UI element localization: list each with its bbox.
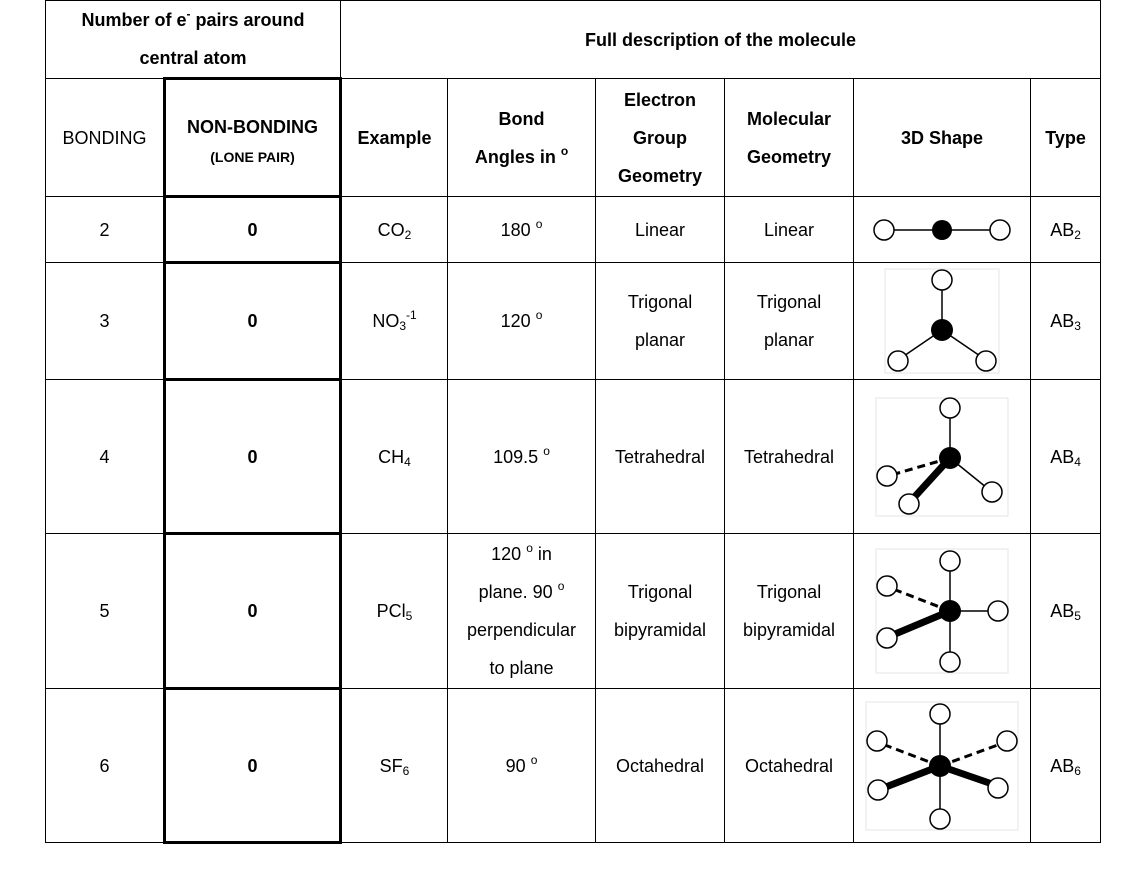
- table-row: 2 0 CO2 180 o Linear Linear AB2: [45, 195, 1102, 264]
- header-example: Example: [340, 78, 449, 197]
- bond-angle: 109.5 o: [447, 379, 597, 534]
- example-formula: CH4: [340, 379, 449, 534]
- bonding-count: 3: [45, 262, 165, 380]
- type-label: AB2: [1030, 196, 1102, 263]
- table-row: 5 0 PCl5 120 o in plane. 90 o perpendicu…: [45, 532, 1102, 690]
- nonbonding-count: 0: [162, 687, 343, 844]
- example-formula: PCl5: [340, 533, 449, 689]
- header-3d-shape: 3D Shape: [853, 78, 1032, 197]
- octahedral-molecule-diagram: [865, 701, 1019, 830]
- tetrahedral-molecule-diagram: [875, 396, 1009, 516]
- type-label: AB4: [1030, 379, 1102, 534]
- nonbonding-count: 0: [162, 261, 343, 381]
- table-row: 3 0 NO3-1 120 o Trigonal planar Trigonal…: [45, 261, 1102, 381]
- shape-octahedral: [853, 688, 1032, 843]
- table-row: 6 0 SF6 90 o Octahedral Octahedral: [45, 687, 1102, 844]
- header-bonding: BONDING: [45, 78, 165, 197]
- nonbonding-count: 0: [162, 195, 343, 264]
- electron-group-geometry: Trigonal bipyramidal: [595, 533, 726, 689]
- header-group-electron-pairs: Number of e- pairs around central atom: [44, 0, 342, 79]
- bonding-count: 5: [45, 533, 165, 689]
- bonding-count: 2: [45, 196, 165, 263]
- bond-angle: 120 o: [447, 262, 597, 380]
- header-molecular-geometry: Molecular Geometry: [724, 78, 855, 197]
- linear-molecule-diagram: [873, 218, 1011, 241]
- bonding-count: 4: [45, 379, 165, 534]
- trigonal-planar-molecule-diagram: [884, 268, 1000, 374]
- molecular-geometry: Trigonal planar: [724, 262, 855, 380]
- nonbonding-count: 0: [162, 532, 343, 690]
- header-electron-group-geometry: Electron Group Geometry: [595, 78, 726, 197]
- header-full-description: Full description of the molecule: [340, 0, 1102, 79]
- electron-group-geometry: Octahedral: [595, 688, 726, 843]
- type-label: AB6: [1030, 688, 1102, 843]
- electron-group-geometry: Tetrahedral: [595, 379, 726, 534]
- molecular-geometry: Linear: [724, 196, 855, 263]
- shape-linear: [853, 196, 1032, 263]
- header-nonbonding: NON-BONDING (LONE PAIR): [162, 77, 343, 198]
- example-formula: SF6: [340, 688, 449, 843]
- bond-angle: 120 o in plane. 90 o perpendicular to pl…: [447, 533, 597, 689]
- electron-group-geometry: Linear: [595, 196, 726, 263]
- header-row-1: Number of e- pairs around central atom F…: [44, 0, 1102, 79]
- bonding-count: 6: [45, 688, 165, 843]
- molecular-geometry: Tetrahedral: [724, 379, 855, 534]
- example-formula: NO3-1: [340, 262, 449, 380]
- vsepr-table: Number of e- pairs around central atom F…: [44, 0, 1102, 844]
- molecular-geometry: Octahedral: [724, 688, 855, 843]
- shape-trigonal-bipyramidal: [853, 533, 1032, 689]
- type-label: AB3: [1030, 262, 1102, 380]
- type-label: AB5: [1030, 533, 1102, 689]
- electron-group-geometry: Trigonal planar: [595, 262, 726, 380]
- header-bond-angles: Bond Angles in o: [447, 78, 597, 197]
- shape-trigonal-planar: [853, 262, 1032, 380]
- trigonal-bipyramidal-molecule-diagram: [875, 548, 1009, 674]
- molecular-geometry: Trigonal bipyramidal: [724, 533, 855, 689]
- nonbonding-count: 0: [162, 378, 343, 535]
- bond-angle: 180 o: [447, 196, 597, 263]
- bond-angle: 90 o: [447, 688, 597, 843]
- header-row-2: BONDING NON-BONDING (LONE PAIR) Example …: [45, 77, 1102, 198]
- example-formula: CO2: [340, 196, 449, 263]
- header-type: Type: [1030, 78, 1102, 197]
- shape-tetrahedral: [853, 379, 1032, 534]
- table-row: 4 0 CH4 109.5 o Tetrahedral Tetrahedral …: [45, 378, 1102, 535]
